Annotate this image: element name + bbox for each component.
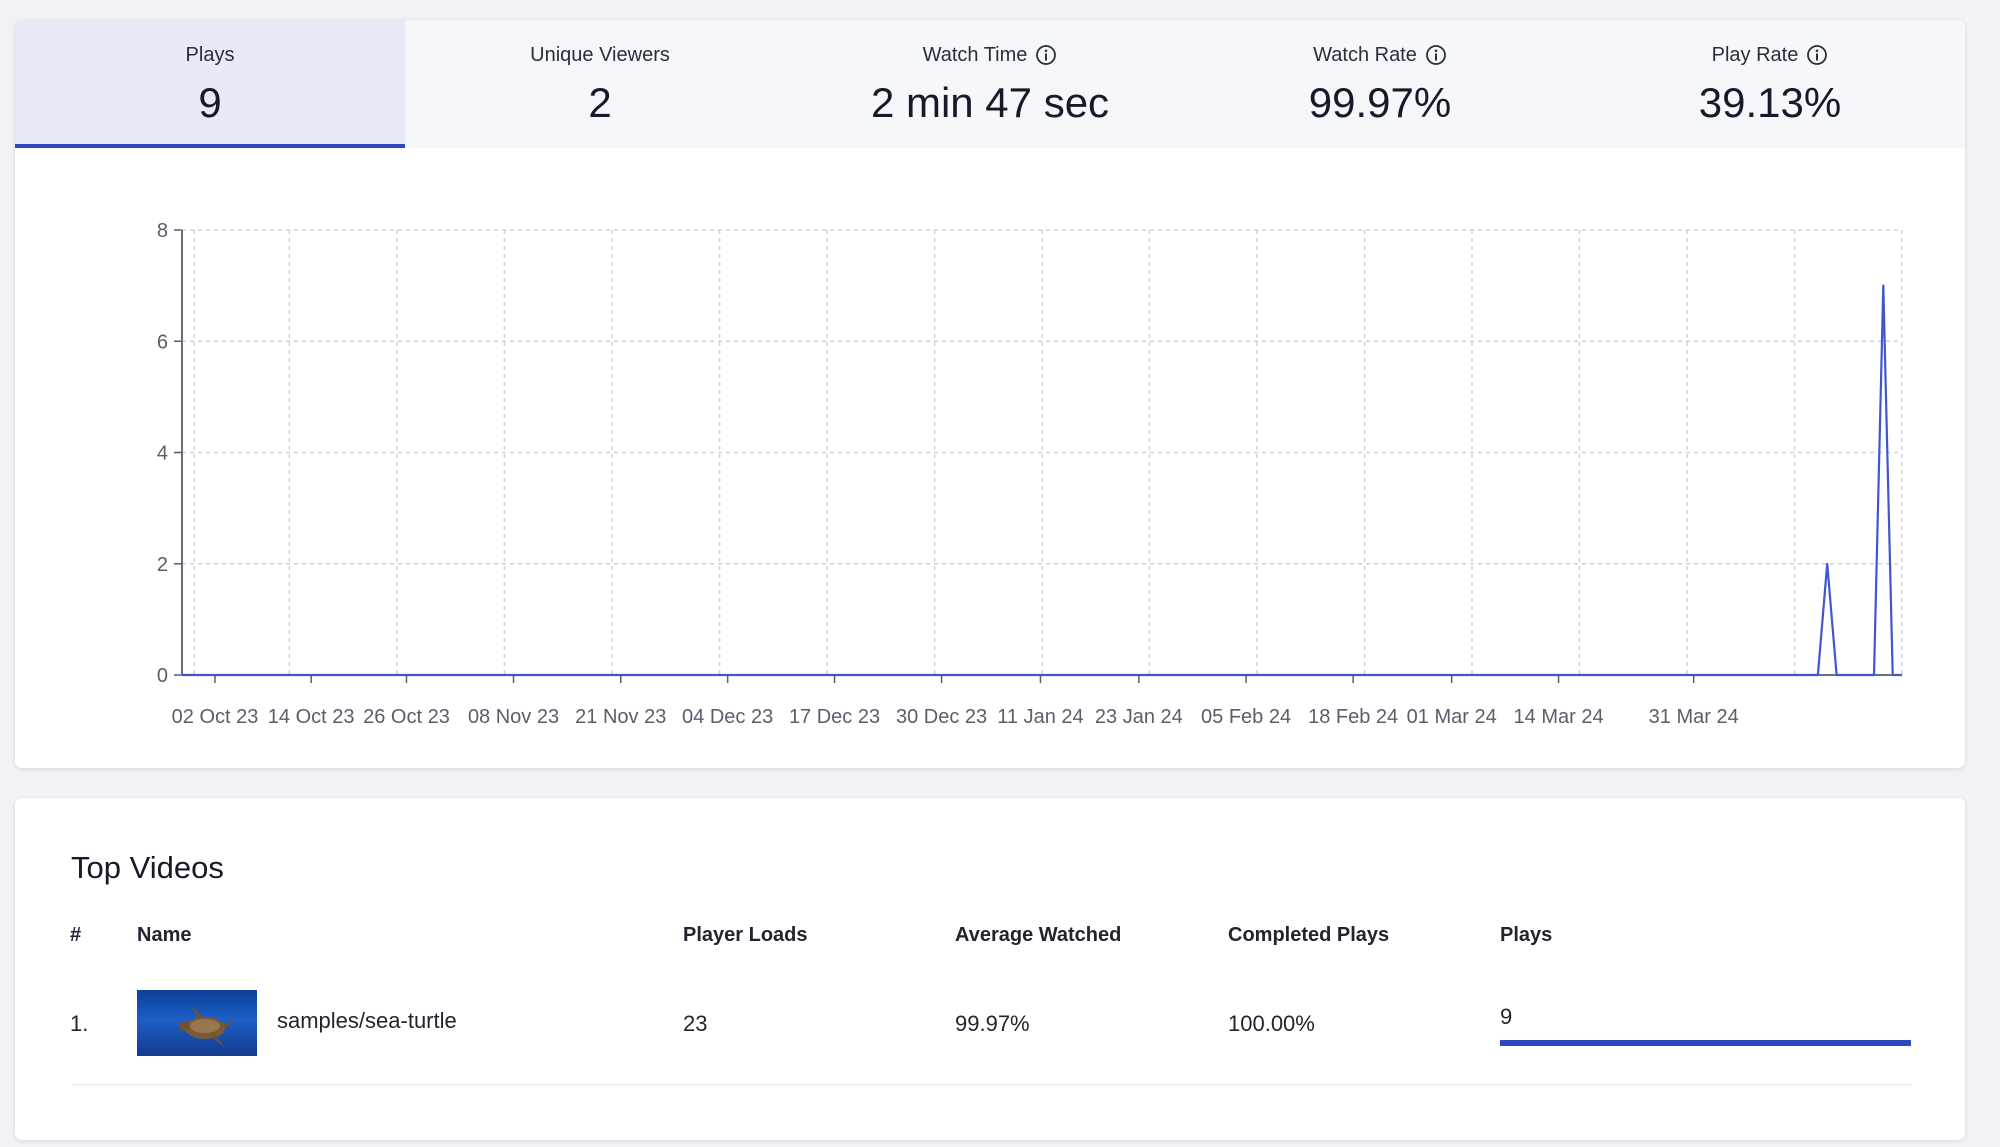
x-tick-label: 31 Mar 24 [1649, 706, 1739, 728]
x-tick-label: 14 Mar 24 [1514, 706, 1604, 728]
video-thumbnail[interactable] [137, 990, 257, 1056]
tab-value: 2 min 47 sec [870, 79, 1110, 126]
row-rank: 1. [70, 1011, 89, 1036]
plays-series-line [182, 284, 1902, 677]
col-completed-plays[interactable]: Completed Plays [1228, 924, 1390, 946]
tab-play-rate[interactable]: Play Rate 39.13% [1575, 20, 1965, 148]
tab-label: Plays [185, 43, 235, 66]
tab-value: 2 [588, 79, 612, 126]
tab-label: Unique Viewers [530, 43, 670, 66]
stats-card: Plays 9 Unique Viewers 2 Watch Time 2 mi… [15, 20, 1965, 768]
sea-turtle-thumbnail-icon [179, 1006, 235, 1048]
tab-unique-viewers[interactable]: Unique Viewers 2 [405, 20, 795, 148]
y-tick-label: 8 [157, 220, 168, 242]
x-tick-label: 30 Dec 23 [896, 706, 987, 728]
row-divider [71, 1084, 1911, 1085]
x-tick-label: 14 Oct 23 [268, 706, 355, 728]
info-circle-icon[interactable] [1806, 44, 1828, 66]
tab-value: 9 [198, 79, 222, 126]
row-player-loads: 23 [683, 1011, 708, 1036]
info-circle-icon[interactable] [1035, 44, 1057, 66]
info-circle-icon[interactable] [1425, 44, 1447, 66]
tab-plays[interactable]: Plays 9 [15, 20, 405, 148]
x-tick-label: 08 Nov 23 [468, 706, 559, 728]
row-completed-plays: 100.00% [1228, 1011, 1315, 1036]
x-tick-label: 04 Dec 23 [682, 706, 773, 728]
y-tick-label: 0 [157, 665, 168, 687]
tab-value: 99.97% [1308, 79, 1452, 126]
tab-label: Play Rate [1711, 43, 1799, 66]
row-average-watched: 99.97% [955, 1011, 1030, 1036]
tab-label: Watch Time [922, 43, 1028, 66]
tab-watch-rate[interactable]: Watch Rate 99.97% [1185, 20, 1575, 148]
x-tick-label: 26 Oct 23 [363, 706, 450, 728]
row-plays: 9 [1500, 1004, 1513, 1029]
x-tick-label: 23 Jan 24 [1095, 706, 1183, 728]
col-player-loads[interactable]: Player Loads [683, 924, 808, 946]
tab-value: 39.13% [1698, 79, 1842, 126]
plays-bar [1500, 1040, 1911, 1046]
tab-label: Watch Rate [1313, 43, 1417, 66]
section-title: Top Videos [71, 850, 224, 885]
metric-tabs: Plays 9 Unique Viewers 2 Watch Time 2 mi… [15, 20, 1965, 148]
top-videos-card: Top Videos # Name Player Loads Average W… [15, 798, 1965, 1140]
y-tick-label: 6 [157, 331, 168, 353]
y-tick-label: 2 [157, 554, 168, 576]
tab-watch-time[interactable]: Watch Time 2 min 47 sec [795, 20, 1185, 148]
x-tick-label: 11 Jan 24 [997, 706, 1083, 728]
x-tick-label: 01 Mar 24 [1407, 706, 1497, 728]
col-rank: # [70, 924, 82, 946]
video-name-link[interactable]: samples/sea-turtle [277, 1008, 457, 1033]
y-tick-label: 4 [157, 443, 168, 465]
col-average-watched[interactable]: Average Watched [955, 924, 1122, 946]
col-plays[interactable]: Plays [1500, 924, 1553, 946]
x-tick-label: 21 Nov 23 [575, 706, 666, 728]
col-name[interactable]: Name [137, 924, 192, 946]
x-tick-label: 02 Oct 23 [172, 706, 259, 728]
x-tick-label: 05 Feb 24 [1201, 706, 1291, 728]
x-tick-label: 17 Dec 23 [789, 706, 880, 728]
x-tick-label: 18 Feb 24 [1308, 706, 1398, 728]
plays-line-chart: 0 2 4 6 8 02 Oct 23 14 Oct 23 26 Oct 23 08 Nov 2… [157, 220, 1903, 728]
